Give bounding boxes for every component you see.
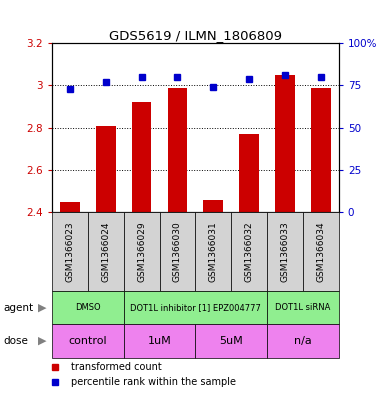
Text: GSM1366033: GSM1366033 [281, 221, 290, 282]
Bar [239, 134, 259, 212]
Bar [167, 88, 187, 212]
Bar [203, 200, 223, 212]
Text: ▶: ▶ [38, 303, 47, 312]
Text: GSM1366030: GSM1366030 [173, 221, 182, 282]
Bar [267, 324, 339, 358]
Bar [303, 212, 339, 291]
Bar [195, 324, 267, 358]
Bar [96, 126, 115, 212]
Bar [275, 75, 295, 212]
Bar [124, 324, 195, 358]
Text: GSM1366032: GSM1366032 [244, 221, 254, 282]
Bar [52, 324, 124, 358]
Text: n/a: n/a [294, 336, 312, 346]
Bar [52, 291, 124, 324]
Bar [88, 212, 124, 291]
Bar [311, 88, 331, 212]
Text: control: control [69, 336, 107, 346]
Bar [195, 212, 231, 291]
Text: DOT1L siRNA: DOT1L siRNA [275, 303, 331, 312]
Bar [124, 291, 267, 324]
Text: GSM1366029: GSM1366029 [137, 221, 146, 282]
Text: GSM1366034: GSM1366034 [316, 221, 325, 282]
Text: 1uM: 1uM [148, 336, 171, 346]
Text: agent: agent [4, 303, 34, 312]
Bar [159, 212, 196, 291]
Text: dose: dose [4, 336, 29, 346]
Bar [231, 212, 267, 291]
Bar [267, 291, 339, 324]
Text: transformed count: transformed count [70, 362, 161, 372]
Bar [60, 202, 80, 212]
Text: ▶: ▶ [38, 336, 47, 346]
Text: GSM1366031: GSM1366031 [209, 221, 218, 282]
Bar [132, 102, 151, 212]
Text: DMSO: DMSO [75, 303, 100, 312]
Text: 5uM: 5uM [219, 336, 243, 346]
Bar [52, 212, 88, 291]
Text: GSM1366023: GSM1366023 [65, 221, 74, 282]
Bar [124, 212, 159, 291]
Text: DOT1L inhibitor [1] EPZ004777: DOT1L inhibitor [1] EPZ004777 [130, 303, 261, 312]
Text: GSM1366024: GSM1366024 [101, 221, 110, 282]
Text: percentile rank within the sample: percentile rank within the sample [70, 377, 236, 387]
Title: GDS5619 / ILMN_1806809: GDS5619 / ILMN_1806809 [109, 29, 282, 42]
Bar [267, 212, 303, 291]
